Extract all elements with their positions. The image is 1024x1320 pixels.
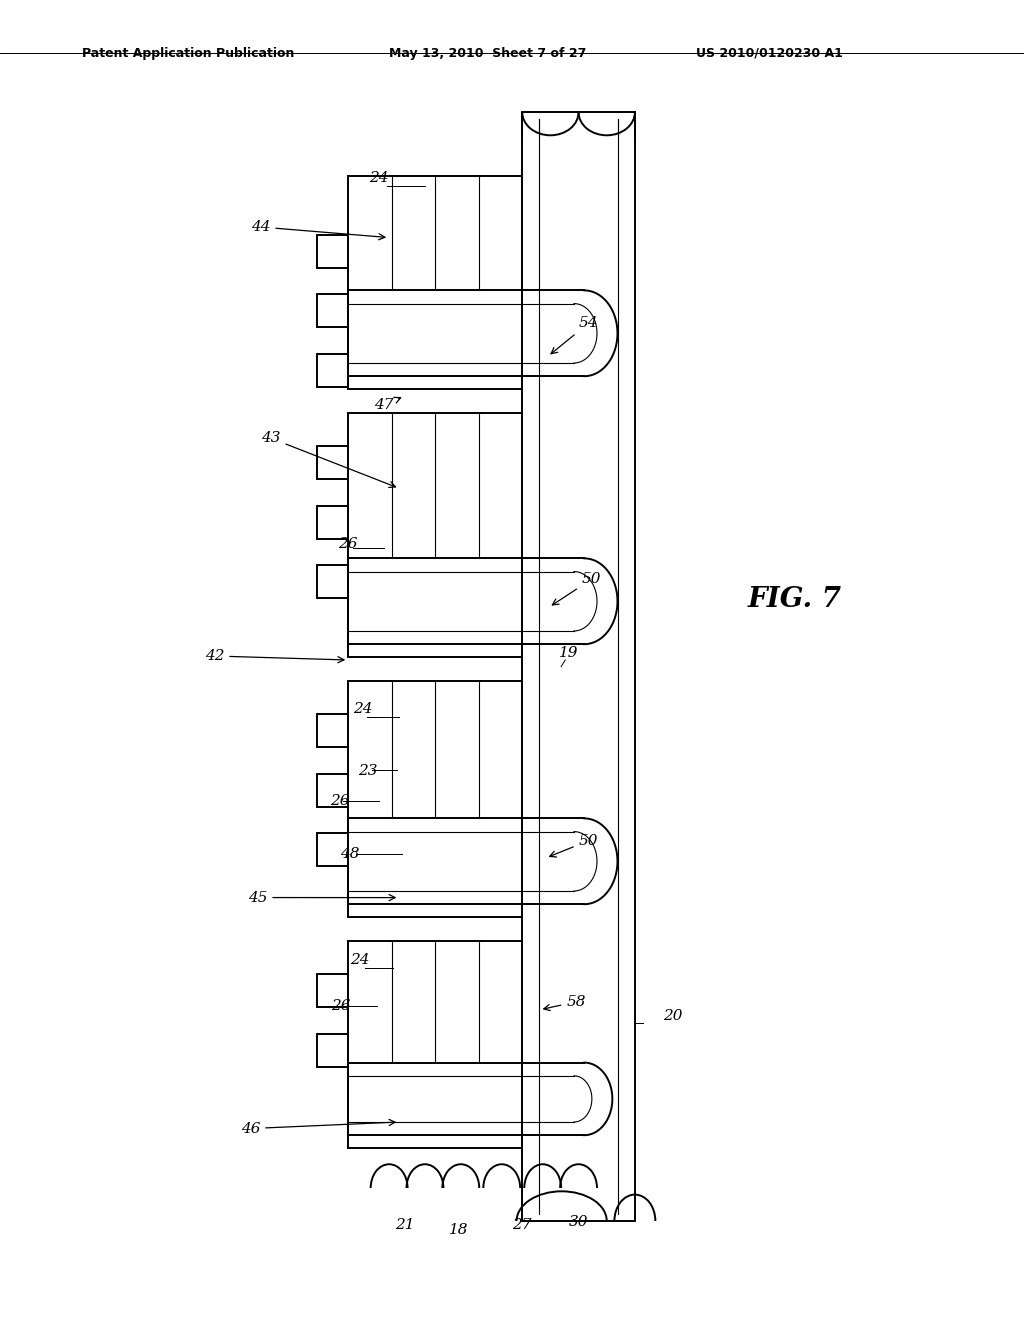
Text: 24: 24	[353, 702, 373, 715]
Text: 24: 24	[350, 953, 370, 966]
Bar	[317, 774, 348, 807]
Bar	[317, 1034, 348, 1067]
Text: US 2010/0120230 A1: US 2010/0120230 A1	[696, 46, 843, 59]
Bar	[317, 714, 348, 747]
Bar	[317, 446, 348, 479]
Text: 18: 18	[449, 1224, 469, 1237]
Text: 26: 26	[338, 537, 357, 550]
Text: 50: 50	[550, 834, 598, 857]
Bar	[317, 294, 348, 327]
Text: May 13, 2010  Sheet 7 of 27: May 13, 2010 Sheet 7 of 27	[389, 46, 587, 59]
Bar	[317, 974, 348, 1007]
Text: 26: 26	[330, 795, 349, 808]
Text: 54: 54	[551, 317, 598, 354]
Bar	[348, 413, 522, 657]
Bar	[317, 565, 348, 598]
Text: 27: 27	[512, 1218, 532, 1232]
Bar	[317, 235, 348, 268]
Text: 45: 45	[248, 891, 395, 904]
Text: 19: 19	[558, 647, 579, 660]
Text: 24: 24	[369, 172, 388, 185]
Bar	[317, 506, 348, 539]
Bar	[522, 112, 635, 1221]
Text: 47: 47	[374, 397, 400, 412]
Text: FIG. 7: FIG. 7	[748, 586, 842, 614]
Text: 44: 44	[251, 220, 385, 240]
Text: 58: 58	[544, 995, 586, 1011]
Text: 48: 48	[340, 847, 359, 861]
Text: 50: 50	[552, 573, 601, 605]
Bar	[348, 941, 522, 1148]
Bar	[317, 354, 348, 387]
Text: 23: 23	[358, 764, 378, 777]
Text: 43: 43	[261, 432, 395, 487]
Text: Patent Application Publication: Patent Application Publication	[82, 46, 294, 59]
Text: 26: 26	[331, 999, 350, 1012]
Text: 21: 21	[394, 1218, 415, 1232]
Bar	[348, 681, 522, 917]
Text: 46: 46	[241, 1119, 395, 1135]
Bar	[317, 833, 348, 866]
Text: 42: 42	[205, 649, 344, 663]
Text: 20: 20	[664, 1010, 683, 1023]
Text: 30: 30	[568, 1216, 589, 1229]
Bar	[348, 176, 522, 389]
